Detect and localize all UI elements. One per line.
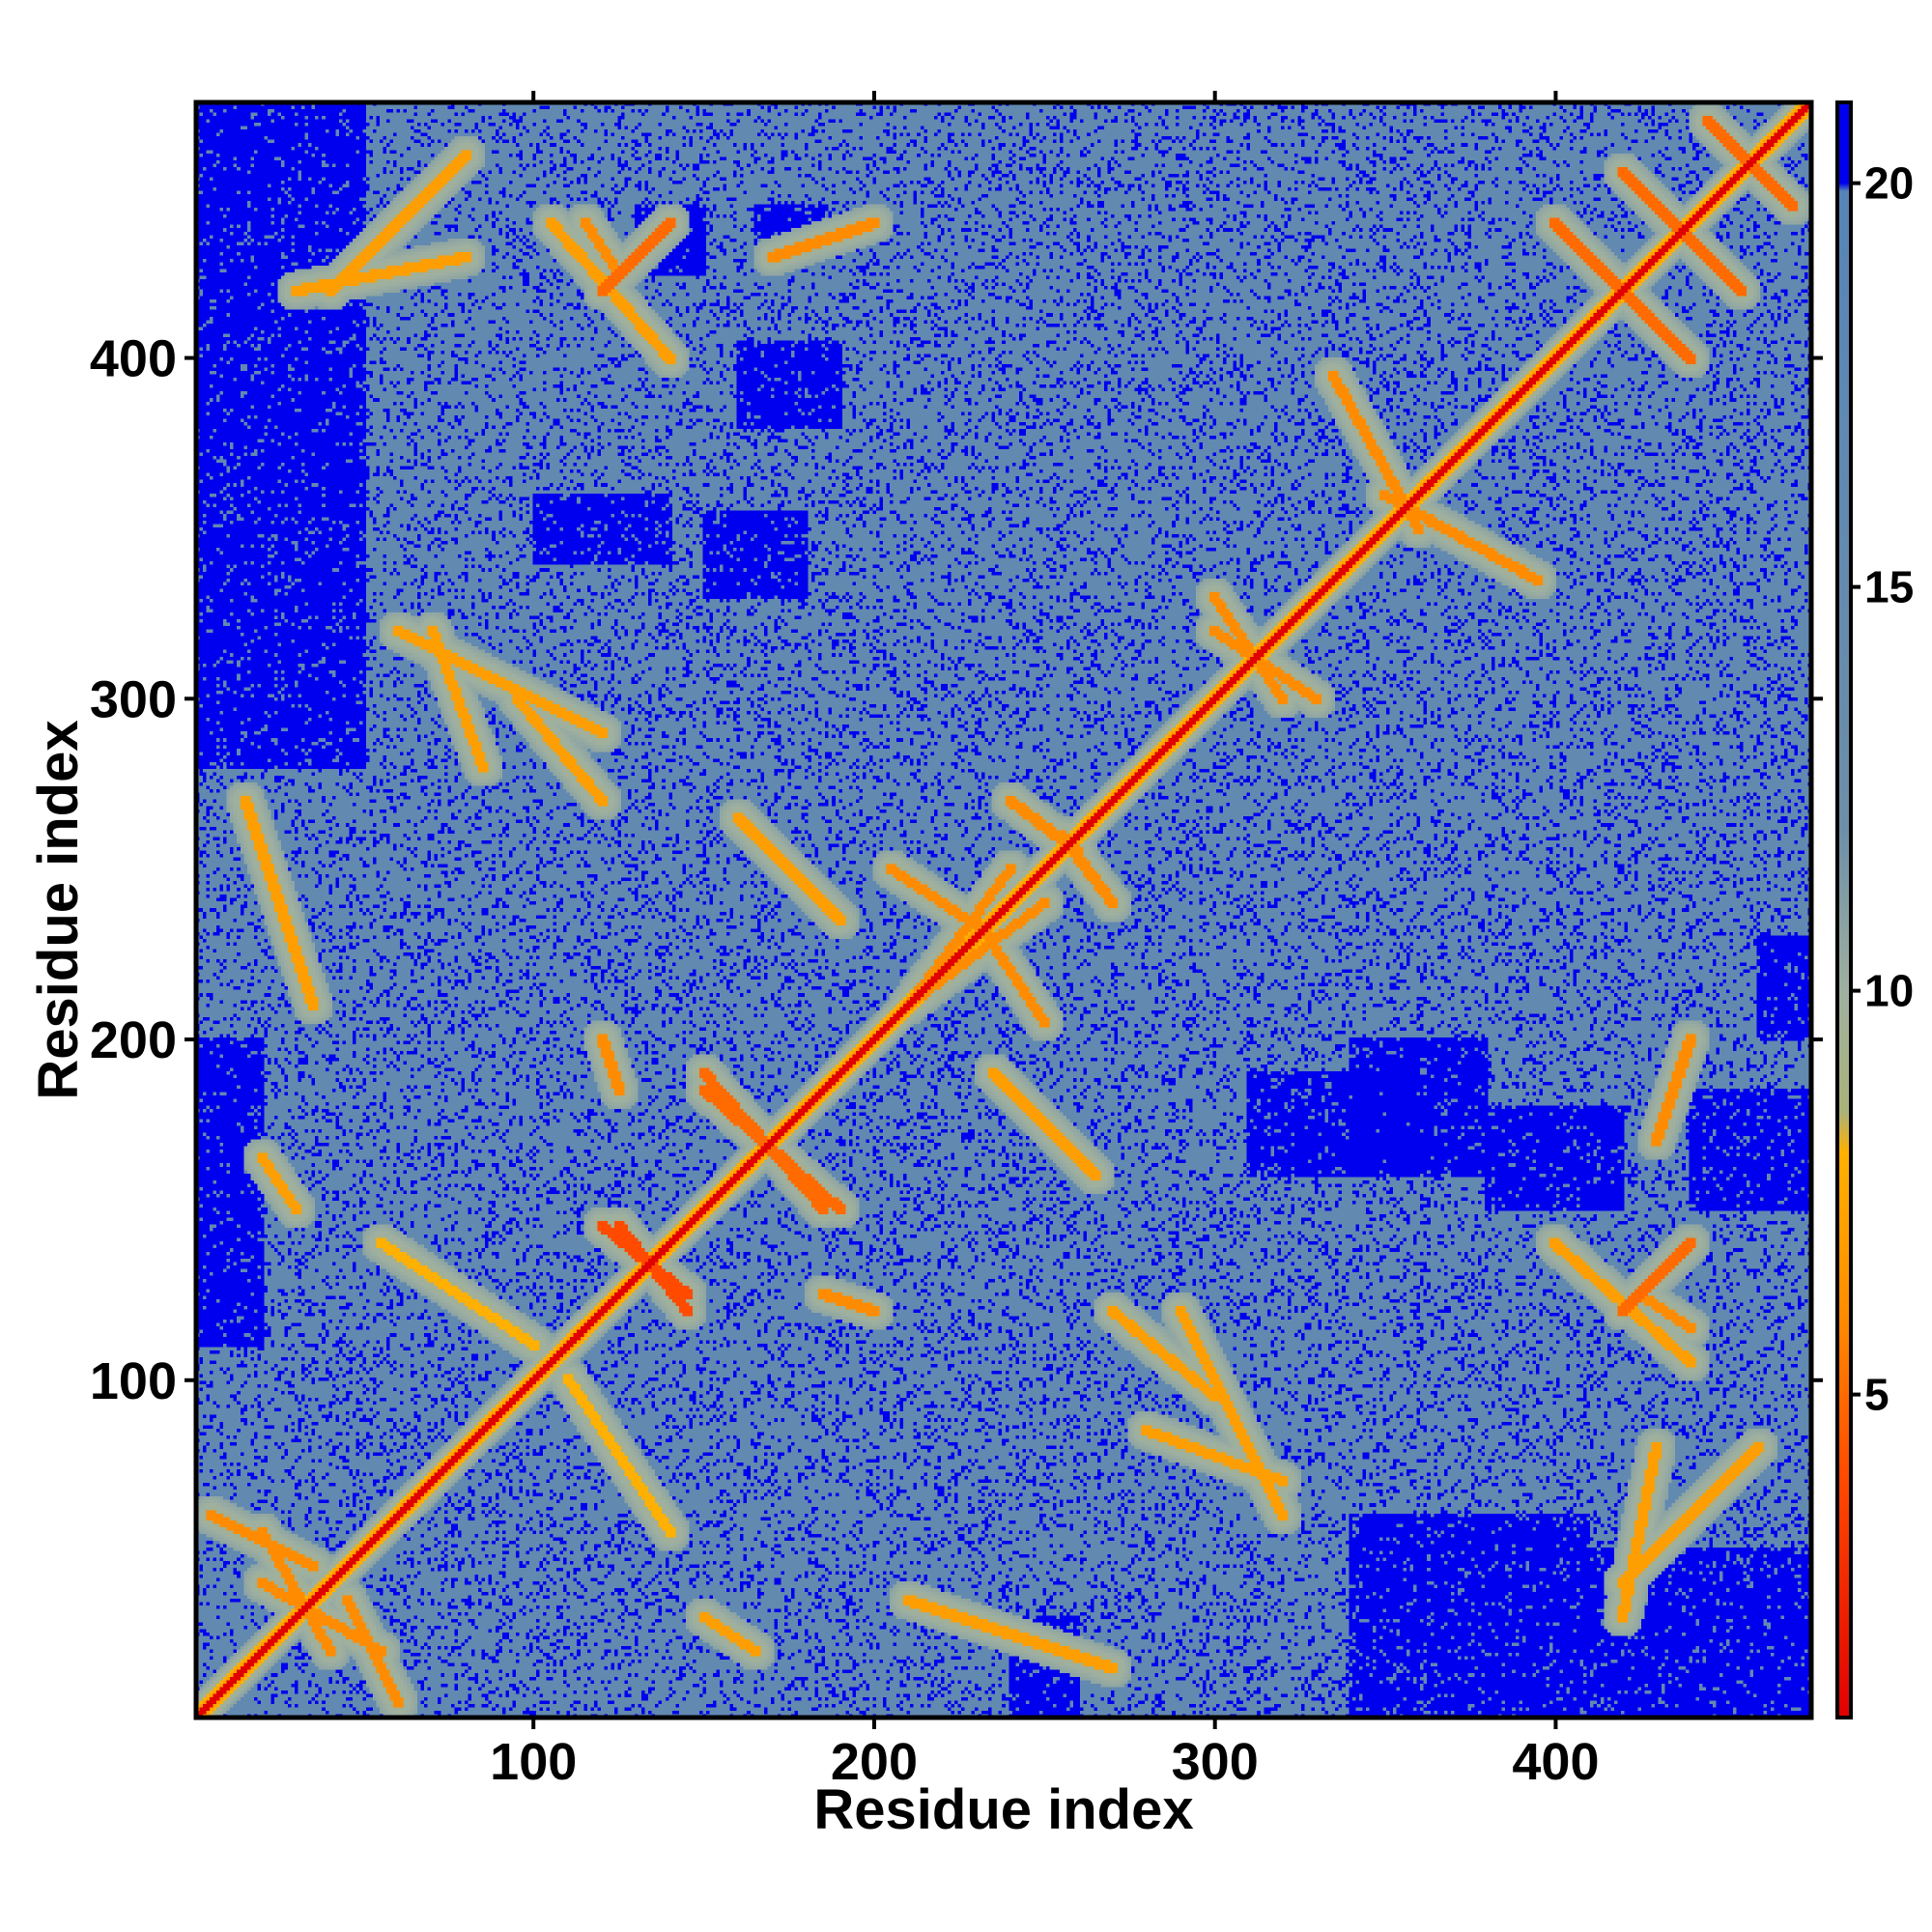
x-axis-title: Residue index bbox=[813, 1778, 1193, 1841]
colorbar-frame bbox=[1835, 100, 1853, 1719]
x-tick-label: 300 bbox=[1172, 1733, 1259, 1791]
colorbar-tick-label: 15 bbox=[1864, 562, 1914, 612]
colorbar: 5 10 15 20 bbox=[1835, 100, 1914, 1719]
colorbar-tick-label: 10 bbox=[1864, 966, 1914, 1016]
heatmap-plot-area bbox=[196, 102, 1811, 1718]
y-axis-title: Residue index bbox=[27, 720, 90, 1099]
colorbar-axis: 5 10 15 20 bbox=[1851, 158, 1914, 1420]
y-axis: 100 200 300 400 bbox=[90, 330, 1823, 1410]
y-tick-label: 200 bbox=[90, 1011, 177, 1069]
y-tick-label: 400 bbox=[90, 330, 177, 388]
plot-frame bbox=[193, 99, 1814, 1720]
colorbar-tick-label: 20 bbox=[1864, 158, 1914, 209]
x-tick-label: 400 bbox=[1512, 1733, 1599, 1791]
heatmap-cells bbox=[196, 102, 1811, 1718]
x-tick-label: 200 bbox=[831, 1733, 918, 1791]
y-tick-label: 300 bbox=[90, 670, 177, 728]
y-tick-label: 100 bbox=[90, 1352, 177, 1410]
x-tick-label: 100 bbox=[490, 1733, 577, 1791]
x-axis: 100 200 300 400 bbox=[490, 91, 1599, 1791]
colorbar-tick-label: 5 bbox=[1864, 1370, 1889, 1420]
colorbar-gradient bbox=[1837, 102, 1851, 1718]
